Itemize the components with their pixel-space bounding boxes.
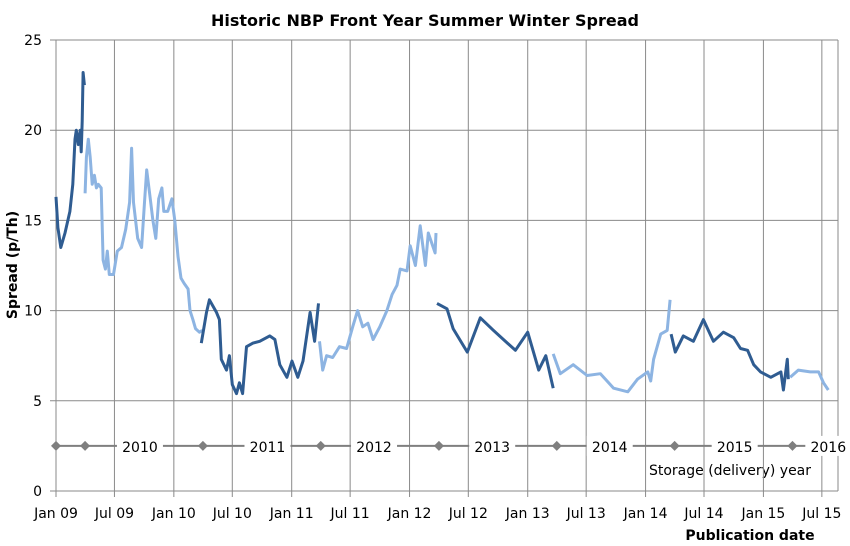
x-tick-label: Jan 14 bbox=[623, 506, 668, 522]
series-line-3 bbox=[199, 298, 320, 396]
storage-label-bg bbox=[244, 435, 291, 456]
storage-year-marker bbox=[315, 440, 326, 451]
x-tick-label: Jul 09 bbox=[94, 506, 134, 522]
storage-label-bg bbox=[711, 435, 758, 456]
storage-year-label: 2010 bbox=[122, 440, 158, 456]
storage-year-label: 2016 bbox=[810, 440, 846, 456]
storage-label-bg bbox=[116, 435, 163, 456]
storage-year-label: 2015 bbox=[717, 440, 753, 456]
gridlines bbox=[50, 39, 839, 497]
x-tick-label: Jul 10 bbox=[212, 506, 252, 522]
x-axis-label: Publication date bbox=[685, 528, 814, 544]
y-tick-label: 5 bbox=[33, 394, 42, 410]
storage-year-marker bbox=[433, 440, 444, 451]
x-tick-label: Jul 11 bbox=[330, 506, 370, 522]
chart-title: Historic NBP Front Year Summer Winter Sp… bbox=[211, 11, 639, 30]
x-tick-label: Jan 11 bbox=[269, 506, 314, 522]
x-tick-label: Jan 09 bbox=[33, 506, 78, 522]
series-line-6 bbox=[551, 299, 672, 394]
y-axis-label: Spread (p/Th) bbox=[5, 211, 21, 319]
x-tick-label: Jul 13 bbox=[566, 506, 606, 522]
series-line-4 bbox=[318, 224, 438, 372]
storage-year-label: 2012 bbox=[356, 440, 392, 456]
storage-year-title: Storage (delivery) year bbox=[649, 463, 811, 479]
storage-year-band: 2010 2011 2012 2013 2014 2015 2016 bbox=[51, 435, 850, 456]
x-tick-label: Jan 15 bbox=[740, 506, 785, 522]
storage-year-marker bbox=[51, 440, 61, 451]
storage-year-marker bbox=[551, 440, 562, 451]
storage-year-label: 2013 bbox=[474, 440, 510, 456]
y-tick-label: 10 bbox=[24, 304, 42, 320]
series-line-7 bbox=[669, 318, 790, 392]
storage-year-label: 2011 bbox=[250, 440, 286, 456]
y-tick-label: 20 bbox=[24, 123, 42, 139]
series-lines bbox=[54, 71, 830, 396]
x-tick-label: Jan 13 bbox=[505, 506, 550, 522]
x-tick-label: Jul 15 bbox=[801, 506, 841, 522]
storage-label-bg bbox=[469, 435, 516, 456]
series-line-5 bbox=[436, 302, 555, 389]
storage-year-marker bbox=[197, 440, 208, 451]
y-tick-label: 25 bbox=[24, 33, 42, 49]
y-tick-label: 15 bbox=[24, 213, 42, 229]
x-tick-label: Jul 12 bbox=[448, 506, 488, 522]
y-ticks: 0 5 10 15 20 25 bbox=[24, 33, 42, 500]
storage-label-bg bbox=[805, 435, 850, 456]
series-line-1 bbox=[54, 71, 86, 249]
storage-label-bg bbox=[586, 435, 633, 456]
series-line-8 bbox=[789, 368, 830, 391]
x-tick-label: Jan 10 bbox=[151, 506, 196, 522]
storage-year-marker bbox=[80, 440, 91, 451]
x-tick-label: Jul 14 bbox=[683, 506, 723, 522]
y-tick-label: 0 bbox=[33, 484, 42, 500]
series-line-2 bbox=[83, 137, 204, 334]
x-tick-label: Jan 12 bbox=[387, 506, 432, 522]
storage-year-marker bbox=[787, 440, 798, 451]
storage-year-label: 2014 bbox=[592, 440, 628, 456]
x-ticks: Jan 09 Jul 09 Jan 10 Jul 10 Jan 11 Jul 11 Jan … bbox=[33, 506, 841, 522]
storage-label-bg bbox=[351, 435, 398, 456]
storage-year-marker bbox=[669, 440, 680, 451]
